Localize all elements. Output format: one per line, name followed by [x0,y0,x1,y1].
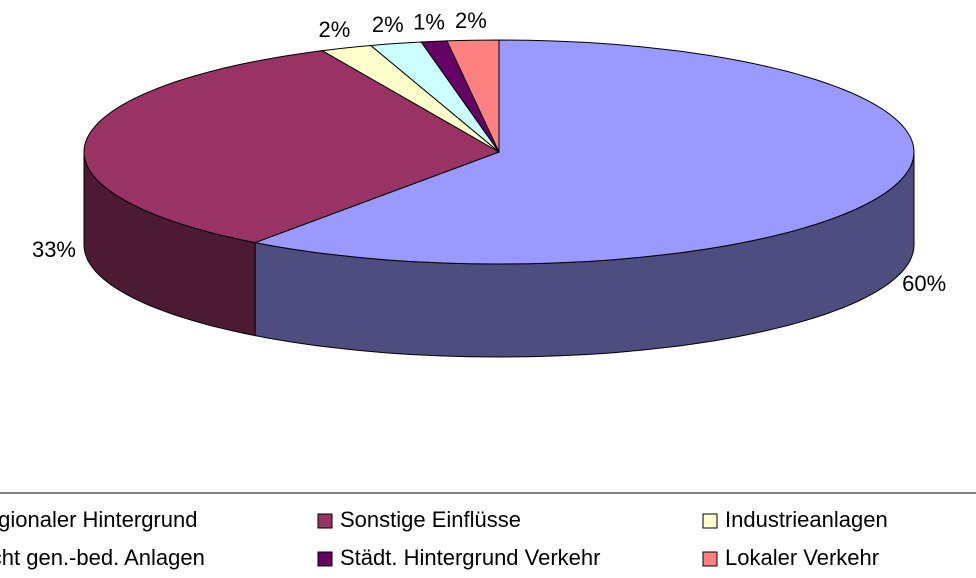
data-label: 1% [413,9,445,34]
data-label: 33% [32,237,76,262]
legend-swatch [317,551,333,567]
legend-label: Regionaler Hintergrund [0,507,197,532]
data-label: 2% [455,8,487,33]
legend-swatch [702,513,718,529]
legend-swatch [702,551,718,567]
slice [83,50,501,244]
legend-label: Lokaler Verkehr [725,545,879,570]
legend-label: Industrieanlagen [725,507,888,532]
legend-label: Sonstige Einflüsse [340,507,521,532]
legend-label: Nicht gen.-bed. Anlagen [0,545,205,570]
data-label: 60% [902,271,946,296]
data-label: 2% [372,12,404,37]
slice [446,39,500,153]
legend-swatch [317,513,333,529]
data-label: 2% [319,17,351,42]
legend-label: Städt. Hintergrund Verkehr [340,545,600,570]
slice [253,39,915,265]
